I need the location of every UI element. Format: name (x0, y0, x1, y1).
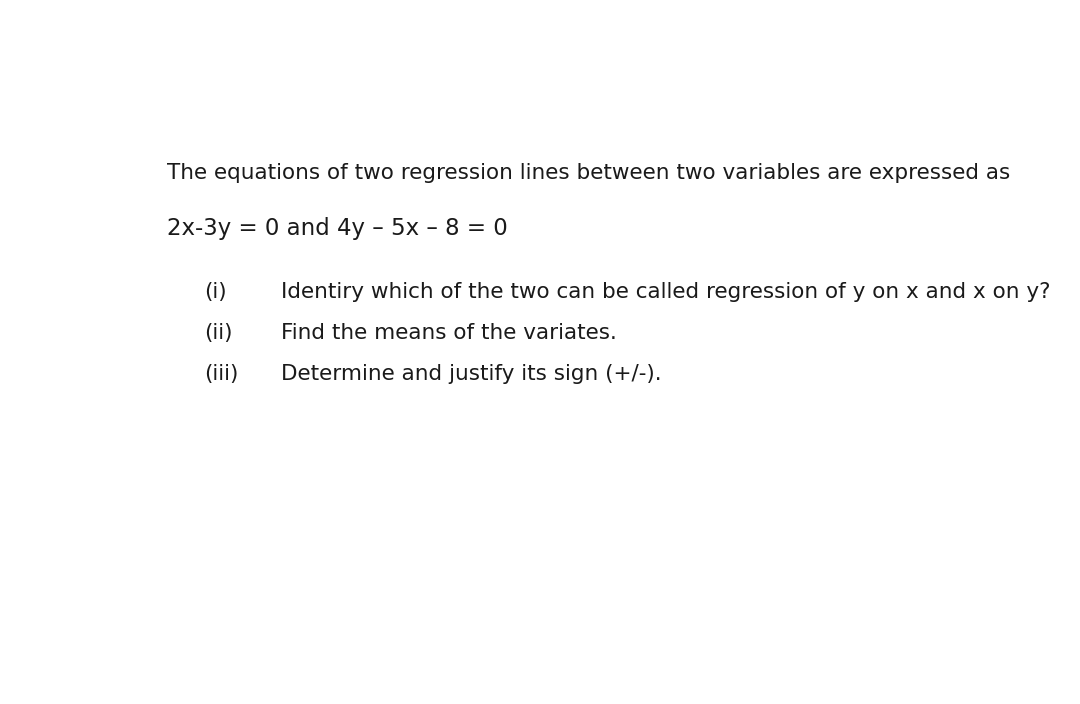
Text: (iii): (iii) (204, 364, 238, 384)
Text: 2x-3y = 0 and 4y – 5x – 8 = 0: 2x-3y = 0 and 4y – 5x – 8 = 0 (166, 218, 508, 240)
Text: Identiry which of the two can be called regression of y on x and x on y?: Identiry which of the two can be called … (282, 282, 1051, 302)
Text: (ii): (ii) (204, 323, 232, 343)
Text: Find the means of the variates.: Find the means of the variates. (282, 323, 618, 343)
Text: The equations of two regression lines between two variables are expressed as: The equations of two regression lines be… (166, 163, 1010, 183)
Text: Determine and justify its sign (+/-).: Determine and justify its sign (+/-). (282, 364, 662, 384)
Text: (i): (i) (204, 282, 226, 302)
